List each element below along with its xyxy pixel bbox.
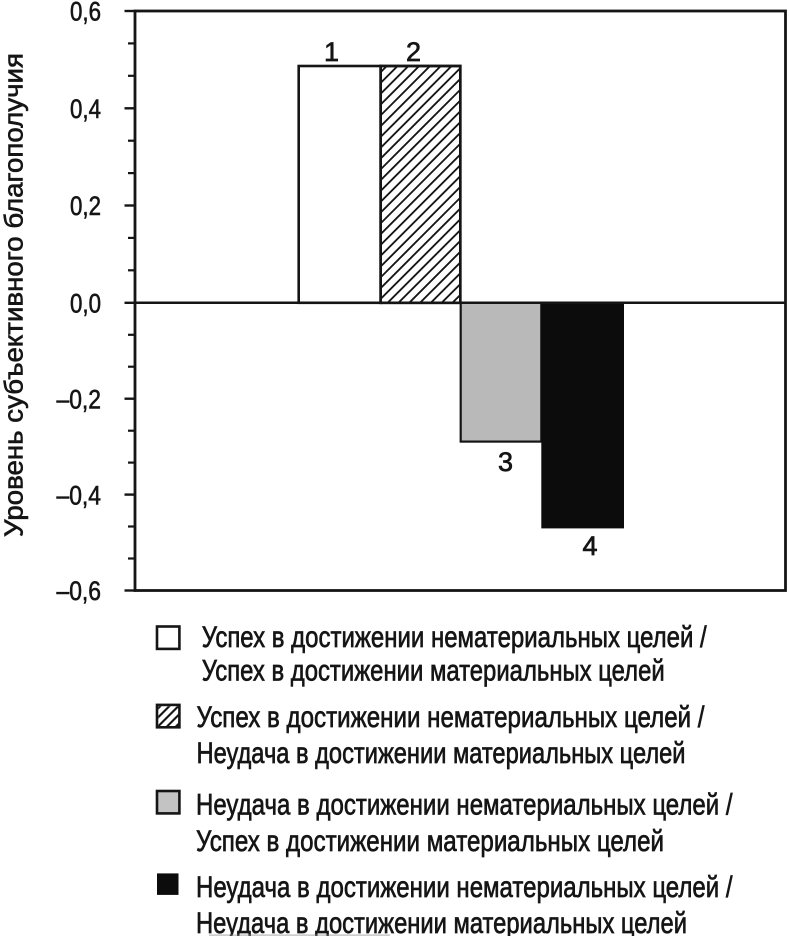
svg-text:1: 1 — [324, 37, 339, 67]
svg-text:0,4: 0,4 — [70, 94, 101, 124]
svg-text:Неудача в достижении материаль: Неудача в достижении материальных целей — [197, 737, 686, 770]
svg-text:0,2: 0,2 — [70, 191, 101, 221]
svg-text:–0,2: –0,2 — [57, 384, 102, 414]
svg-text:2: 2 — [406, 37, 421, 67]
svg-text:3: 3 — [498, 447, 513, 477]
svg-text:Уровень субъективного благопол: Уровень субъективного благополучия — [1, 53, 29, 537]
svg-text:Успех в достижении нематериаль: Успех в достижении нематериальных целей … — [202, 621, 708, 654]
svg-text:Успех в достижении нематериаль: Успех в достижении нематериальных целей … — [197, 701, 706, 734]
svg-text:0,6: 0,6 — [70, 0, 101, 27]
svg-text:0,0: 0,0 — [70, 289, 101, 319]
svg-text:–0,6: –0,6 — [57, 576, 102, 606]
svg-text:Успех в достижении материальны: Успех в достижении материальных целей — [202, 655, 665, 688]
svg-text:4: 4 — [582, 531, 597, 561]
svg-text:–0,4: –0,4 — [57, 480, 102, 510]
svg-text:Успех в достижении материальны: Успех в достижении материальных целей — [196, 825, 664, 858]
svg-text:Неудача в достижении нематериа: Неудача в достижении нематериальных целе… — [196, 871, 733, 904]
svg-text:Неудача в достижении материаль: Неудача в достижении материальных целей — [196, 907, 687, 936]
svg-text:Неудача в достижении нематериа: Неудача в достижении нематериальных целе… — [196, 789, 733, 822]
